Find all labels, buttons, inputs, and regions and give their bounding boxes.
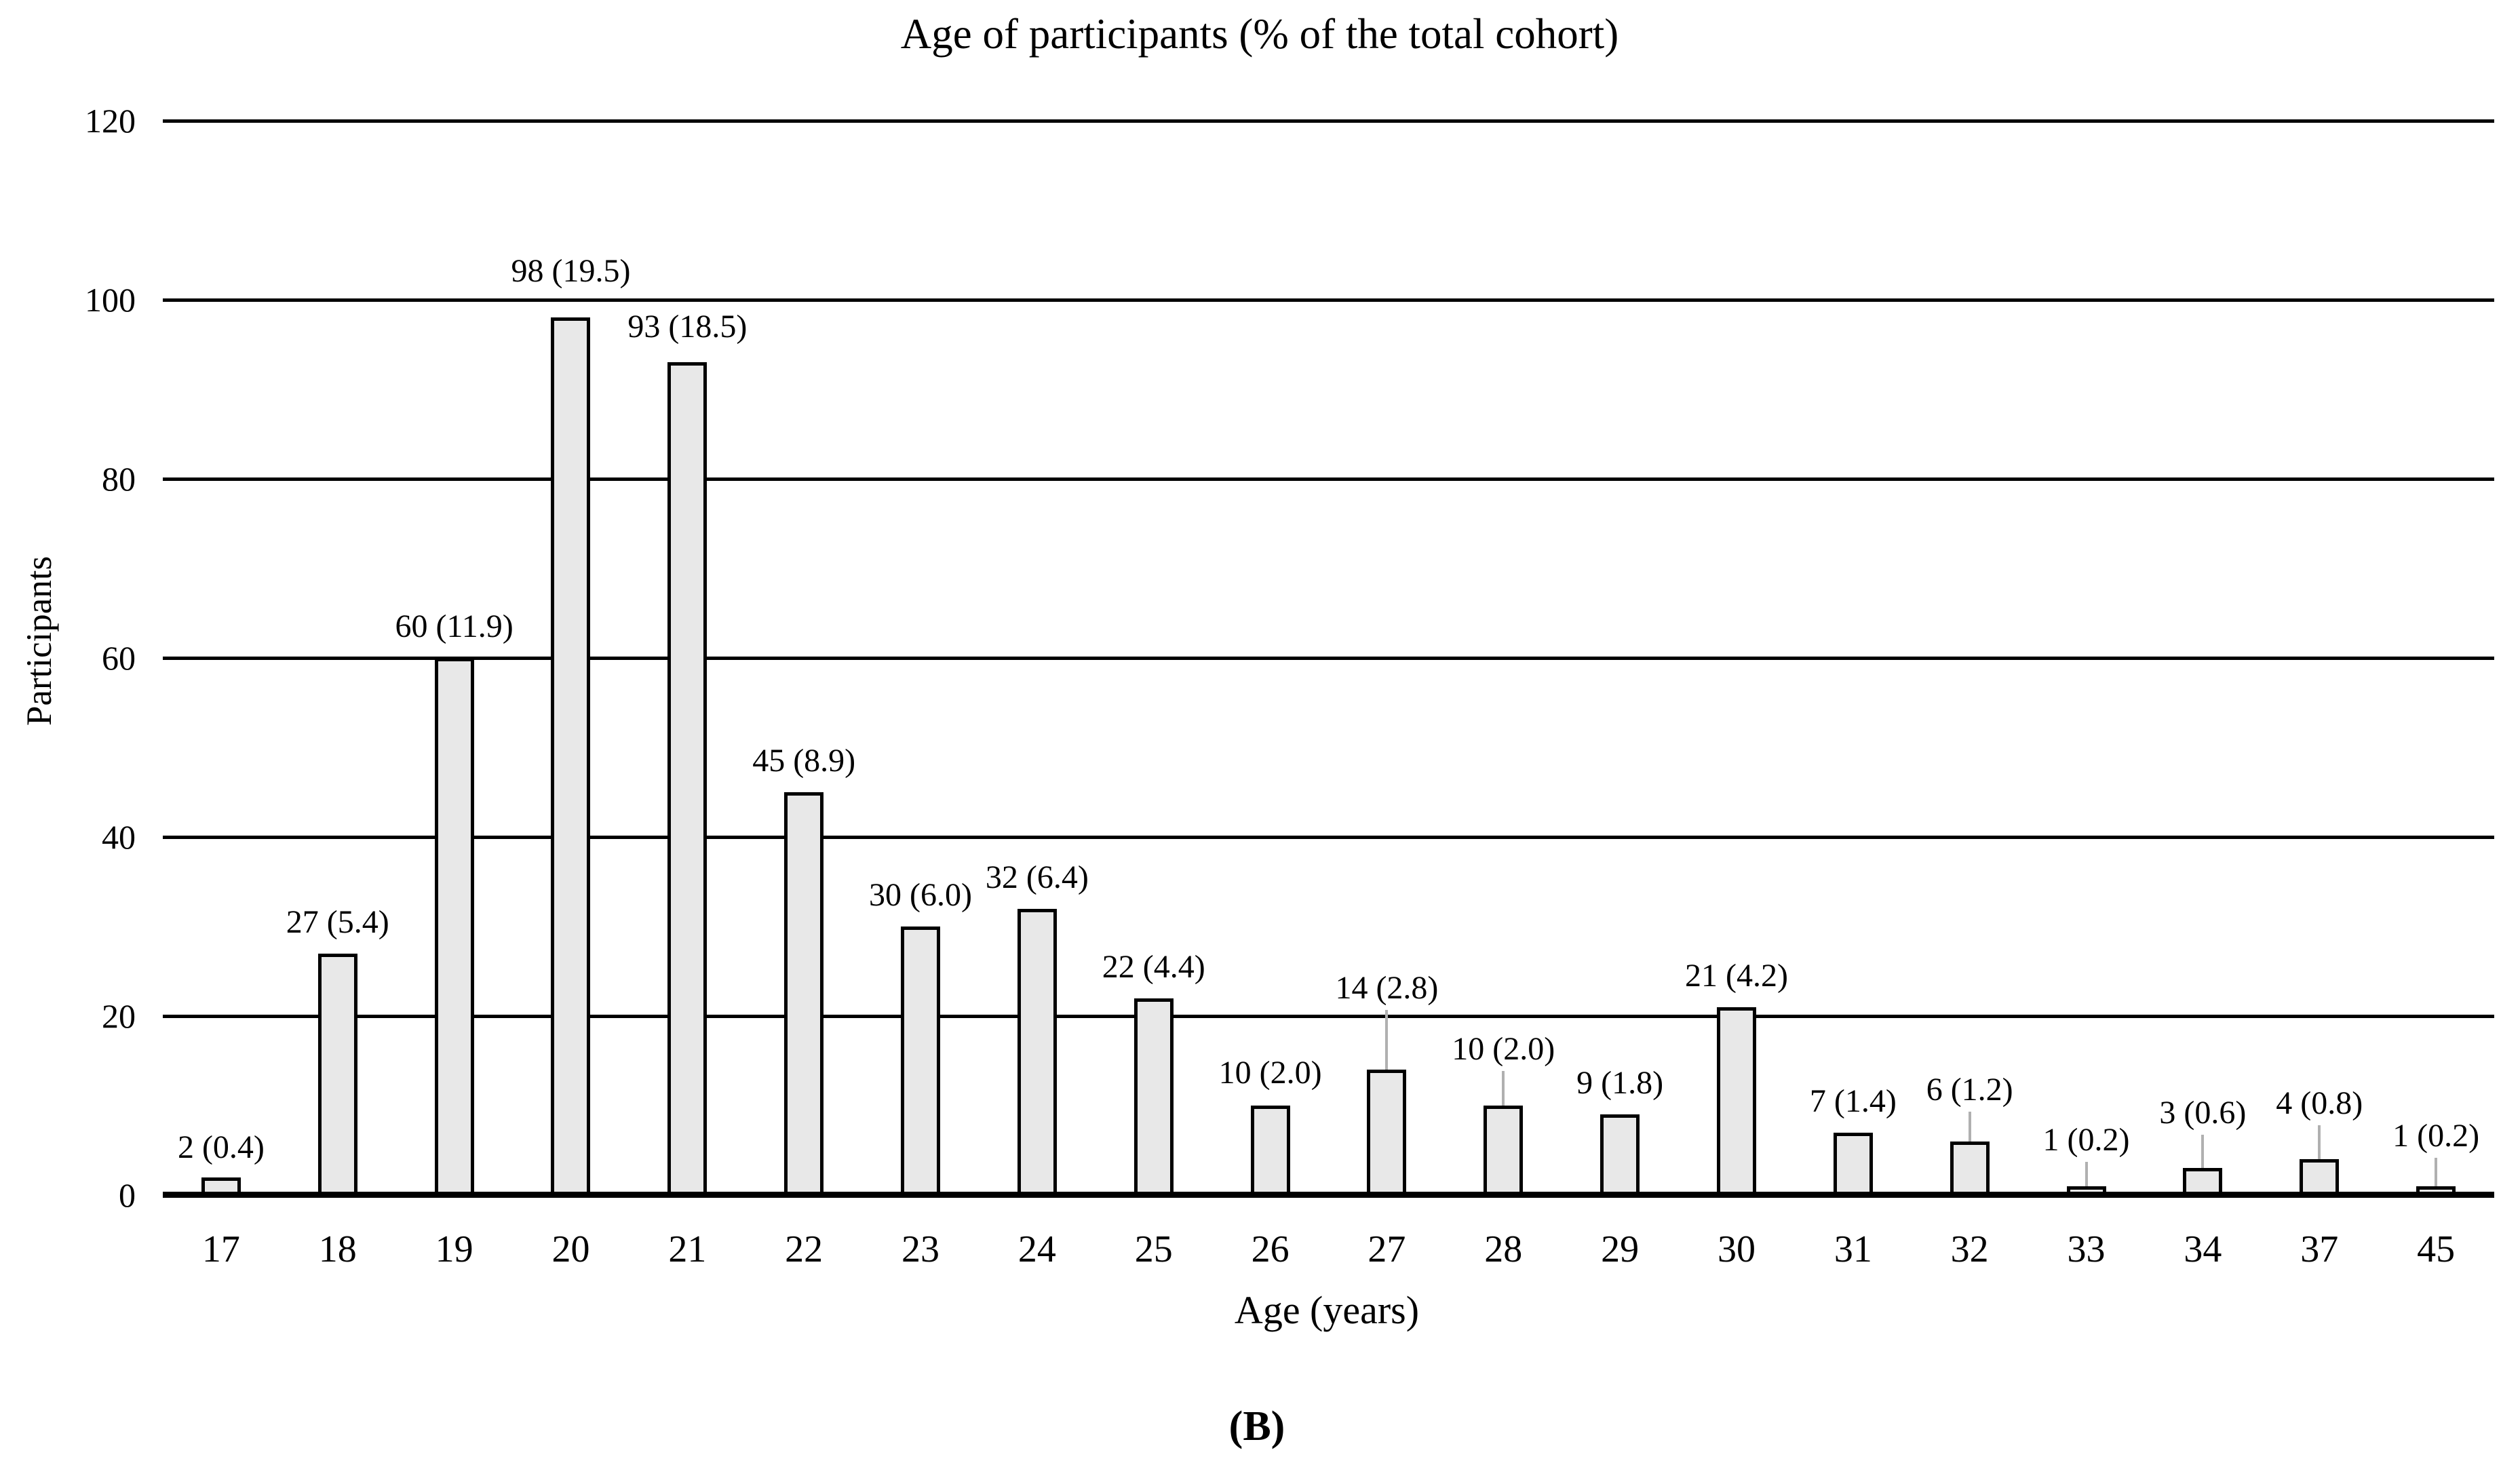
x-tick-label-25: 25 (1134, 1228, 1173, 1270)
bar-value-label-age-25: 22 (4.4) (1102, 948, 1205, 985)
bar-age-26 (1250, 1106, 1290, 1195)
x-tick-label-19: 19 (435, 1228, 473, 1270)
x-tick-label-21: 21 (668, 1228, 707, 1270)
label-leader-line-age-32 (1968, 1111, 1971, 1142)
y-tick-label-40: 40 (102, 818, 136, 856)
y-axis-title: Participants (20, 555, 59, 726)
label-leader-line-age-28 (1502, 1071, 1505, 1106)
bar-value-label-age-19: 60 (11.9) (395, 608, 513, 644)
bar-age-29 (1600, 1114, 1640, 1195)
bar-value-label-age-28: 10 (2.0) (1452, 1031, 1555, 1067)
gridline-y80 (163, 477, 2494, 481)
gridline-y60 (163, 656, 2494, 660)
x-tick-label-37: 37 (2300, 1228, 2339, 1270)
bar-age-31 (1833, 1132, 1873, 1195)
x-tick-label-18: 18 (318, 1228, 357, 1270)
label-leader-line-age-34 (2201, 1135, 2205, 1169)
bar-value-label-age-18: 27 (5.4) (286, 903, 389, 940)
x-tick-label-23: 23 (902, 1228, 940, 1270)
bar-age-27 (1367, 1070, 1407, 1195)
bar-value-label-age-26: 10 (2.0) (1218, 1055, 1322, 1091)
x-tick-label-31: 31 (1834, 1228, 1872, 1270)
bar-value-label-age-37: 4 (0.8) (2276, 1085, 2363, 1122)
x-tick-label-33: 33 (2067, 1228, 2106, 1270)
x-tick-label-45: 45 (2417, 1228, 2456, 1270)
x-tick-label-34: 34 (2184, 1228, 2222, 1270)
x-tick-label-32: 32 (1950, 1228, 1989, 1270)
x-tick-label-20: 20 (551, 1228, 590, 1270)
bar-value-label-age-17: 2 (0.4) (177, 1129, 265, 1165)
bar-value-label-age-21: 93 (18.5) (627, 309, 748, 345)
x-tick-label-28: 28 (1484, 1228, 1523, 1270)
y-tick-label-80: 80 (102, 460, 136, 498)
bar-value-label-age-29: 9 (1.8) (1576, 1065, 1664, 1101)
y-tick-label-100: 100 (85, 281, 136, 319)
x-axis-line (163, 1192, 2494, 1198)
bar-age-37 (2300, 1159, 2340, 1195)
x-tick-label-17: 17 (201, 1228, 240, 1270)
bar-age-25 (1133, 998, 1174, 1195)
x-tick-label-30: 30 (1717, 1228, 1756, 1270)
bar-value-label-age-32: 6 (1.2) (1926, 1071, 2013, 1108)
x-tick-label-22: 22 (785, 1228, 823, 1270)
plot-area: 2 (0.4) 27 (5.4) 60 (11.9) 98 (19.5) 93 (18.… (163, 119, 2494, 1198)
gridline-y100 (163, 298, 2494, 302)
y-tick-label-60: 60 (102, 639, 136, 677)
label-leader-line-age-27 (1385, 1010, 1389, 1070)
bar-age-20 (551, 317, 591, 1195)
y-tick-label-0: 0 (119, 1176, 136, 1214)
bar-value-label-age-22: 45 (8.9) (752, 743, 856, 779)
figure-caption: (B) (1228, 1403, 1285, 1449)
x-axis-title: Age (years) (1234, 1288, 1420, 1332)
y-tick-label-20: 20 (102, 997, 136, 1035)
bar-value-label-age-31: 7 (1.4) (1809, 1083, 1897, 1119)
bar-value-label-age-45: 1 (0.2) (2392, 1117, 2480, 1154)
bar-value-label-age-24: 32 (6.4) (985, 859, 1089, 895)
bar-age-18 (317, 953, 357, 1195)
gridline-y120 (163, 119, 2494, 123)
bar-age-30 (1716, 1007, 1756, 1195)
bar-age-19 (434, 658, 474, 1195)
x-tick-label-24: 24 (1017, 1228, 1056, 1270)
x-tick-label-27: 27 (1368, 1228, 1406, 1270)
bar-age-24 (1017, 908, 1057, 1195)
bar-value-label-age-33: 1 (0.2) (2042, 1121, 2130, 1158)
bar-age-28 (1484, 1106, 1524, 1195)
chart-title: Age of participants (% of the total coho… (900, 10, 1619, 58)
label-leader-line-age-37 (2318, 1125, 2321, 1160)
gridline-y40 (163, 835, 2494, 839)
bar-age-23 (901, 927, 941, 1195)
label-leader-line-age-33 (2085, 1161, 2088, 1186)
x-tick-label-26: 26 (1251, 1228, 1290, 1270)
label-leader-line-age-45 (2435, 1157, 2438, 1186)
gridline-y20 (163, 1014, 2494, 1018)
bar-value-label-age-30: 21 (4.2) (1684, 957, 1788, 994)
x-tick-label-29: 29 (1601, 1228, 1640, 1270)
bar-value-label-age-34: 3 (0.6) (2159, 1095, 2247, 1131)
bar-age-21 (667, 362, 707, 1195)
bar-value-label-age-27: 14 (2.8) (1335, 970, 1439, 1007)
bar-value-label-age-20: 98 (19.5) (511, 253, 631, 290)
bar-age-22 (784, 792, 824, 1195)
bar-age-32 (1950, 1141, 1990, 1195)
y-tick-label-120: 120 (85, 102, 136, 140)
bar-value-label-age-23: 30 (6.0) (869, 877, 972, 913)
